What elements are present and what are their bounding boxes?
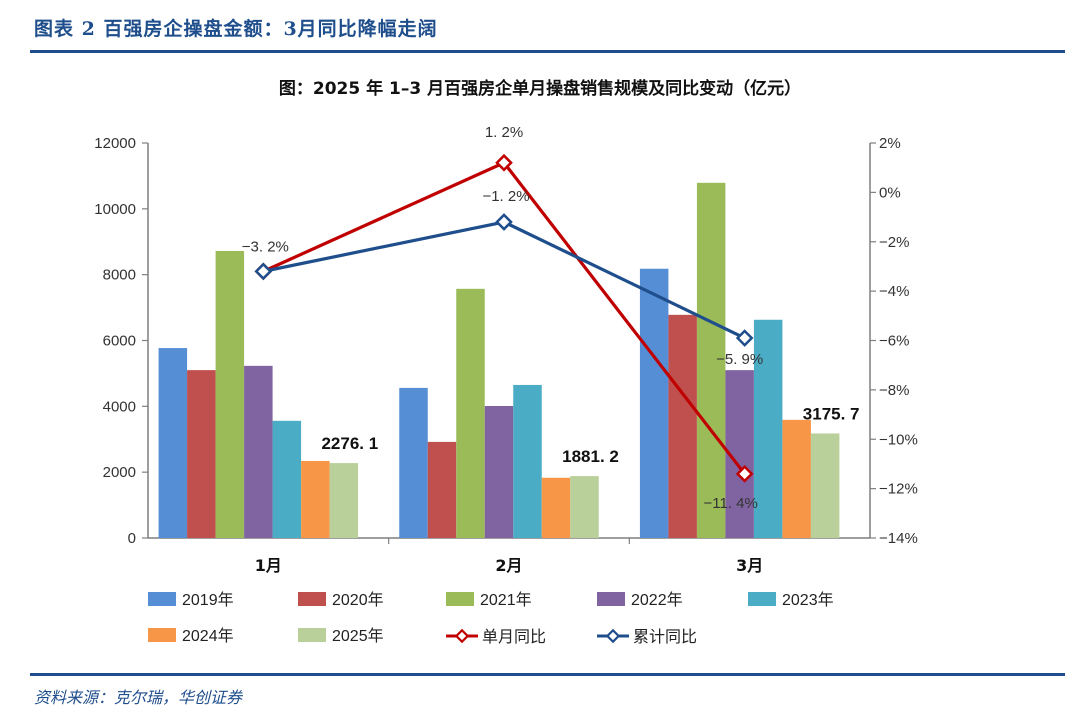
bar-2020-2 [427,441,457,538]
left-tick-label: 8000 [103,267,136,284]
line-marker [735,329,754,347]
right-tick-label: 2% [879,135,901,152]
figure-caption: 图表 2 百强房企操盘金额：3月同比降幅走阔 [34,18,438,40]
left-tick-label: 6000 [103,333,136,350]
right-tick-label: −4% [879,283,909,300]
legend-swatch [148,628,176,642]
bar-2021-3 [696,182,726,538]
right-tick-label: −12% [879,481,918,498]
right-tick-label: −14% [879,530,918,547]
legend-label: 2019年 [182,591,234,609]
line-data-label: −11. 4% [703,495,757,512]
legend-swatch [148,592,176,606]
line-data-label: 1. 2% [485,124,523,141]
legend-item: 单月同比 [446,628,546,646]
chart-title: 图：2025 年 1–3 月百强房企单月操盘销售规模及同比变动（亿元） [279,78,801,99]
right-tick-label: −6% [879,333,909,350]
bar-2024-2 [541,477,571,538]
source-note: 资料来源：克尔瑞，华创证券 [34,688,243,707]
right-tick-label: −2% [879,234,909,251]
bar-2019-1 [158,348,188,538]
bar-2025-2 [570,476,599,538]
legend: 2019年 2020年 2021年 2022年 2023年 2024年 2025年 单月同比 累… [148,591,834,646]
bar-2024-1 [301,460,330,538]
legend-label: 2024年 [182,627,234,645]
bar-2023-3 [753,319,783,538]
legend-label: 2021年 [480,591,532,609]
legend-label: 单月同比 [482,628,546,646]
bar-2025-3 [810,433,840,538]
legend-item: 2020年 [298,591,384,609]
line-marker [495,213,513,231]
bar-2020-3 [668,314,697,538]
legend-marker [605,628,621,644]
bar-2021-2 [456,288,485,538]
x-tick-label: 1月 [255,556,282,575]
bars [158,182,840,538]
right-tick-label: 0% [879,184,901,201]
bar-2023-1 [272,420,302,538]
legend-swatch [748,592,776,606]
bottom-rule [30,673,1065,676]
bar-2022-1 [244,365,273,538]
left-tick-label: 4000 [103,398,136,415]
bar-2023-2 [513,384,542,538]
legend-label: 累计同比 [633,628,697,646]
line-marker [735,464,754,483]
legend-item: 2022年 [597,591,683,609]
bar-2020-1 [187,370,216,538]
left-tick-label: 12000 [94,135,136,152]
line-data-label: −1. 2% [482,188,529,205]
bar-2022-2 [484,406,514,538]
bar-data-label: 2276. 1 [321,434,378,453]
legend-item: 2023年 [748,591,834,609]
line-marker [254,262,273,281]
x-tick-label: 2月 [495,556,522,575]
legend-marker [454,628,470,644]
line-data-label: −3. 2% [242,238,289,255]
left-tick-label: 2000 [103,464,136,481]
right-tick-label: −8% [879,382,909,399]
top-rule [30,50,1065,53]
line-data-label: −5. 9% [716,351,763,368]
bar-2024-3 [782,419,811,538]
x-tick-label: 3月 [736,556,763,575]
legend-swatch [298,592,326,606]
lines [254,153,754,483]
legend-item: 2019年 [148,591,234,609]
legend-item: 2025年 [298,627,384,645]
legend-item: 2021年 [446,591,532,609]
left-tick-label: 10000 [94,201,136,218]
axes: 0 2000 4000 6000 8000 10000 12000 −14% −12% −10% −… [94,135,918,575]
legend-label: 2022年 [631,591,683,609]
legend-item: 累计同比 [597,628,697,646]
legend-label: 2020年 [332,591,384,609]
bar-2019-3 [639,268,669,538]
legend-label: 2025年 [332,627,384,645]
legend-item: 2024年 [148,627,234,645]
legend-label: 2023年 [782,591,834,609]
data-labels: 2276. 1 1881. 2 3175. 7 1. 2% −11. 4% −3. 2% −… [242,124,860,512]
bar-2025-1 [329,463,359,538]
bar-2021-1 [215,250,245,538]
line-marker [495,153,513,172]
bar-data-label: 1881. 2 [562,447,619,466]
left-tick-label: 0 [128,530,136,547]
right-tick-label: −10% [879,431,918,448]
legend-swatch [446,592,474,606]
chart: 图：2025 年 1–3 月百强房企单月操盘销售规模及同比变动（亿元） 0 200… [94,78,918,646]
bar-data-label: 3175. 7 [803,404,860,423]
bar-2019-2 [399,387,428,538]
legend-swatch [298,628,326,642]
legend-swatch [597,592,625,606]
